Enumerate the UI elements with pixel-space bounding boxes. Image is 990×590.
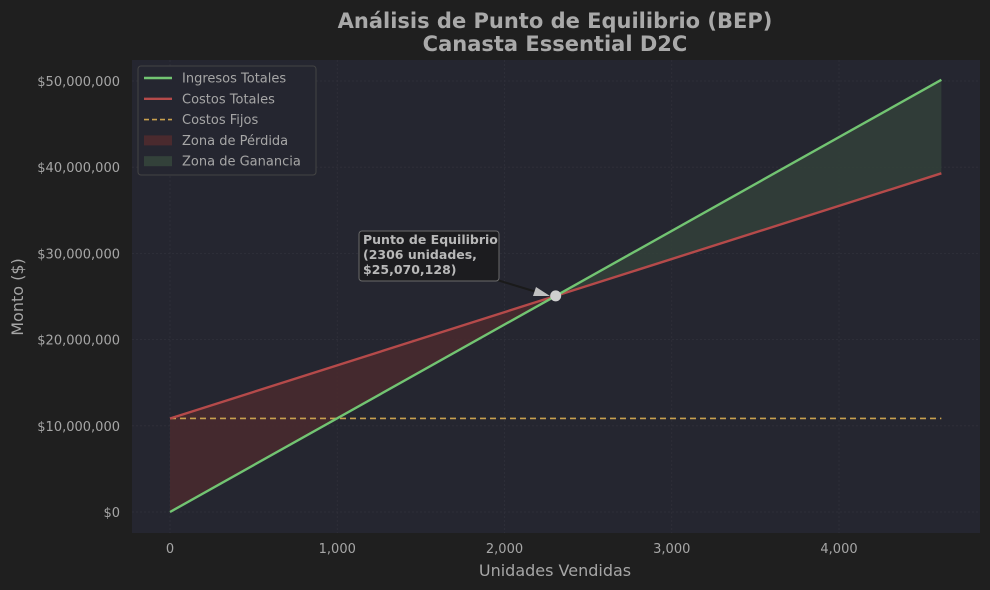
x-axis-ticks: 0 1,000 2,000 3,000 4,000 [166,542,858,557]
x-tick-label: 2,000 [486,542,523,557]
break-even-marker [550,290,562,302]
arrow-head-icon [533,287,550,296]
y-tick-label: $0 [103,506,120,521]
annotation-arrow [496,279,541,294]
annotation-box [358,230,500,282]
annotation-line-2: (2306 unidades, [363,247,477,262]
annotation-line-3: $25,070,128) [363,262,457,277]
legend-label: Zona de Pérdida [182,134,288,149]
legend-patch-icon [144,135,172,146]
x-tick-label: 4,000 [820,542,857,557]
x-tick-label: 0 [166,542,174,557]
x-axis-label: Unidades Vendidas [479,561,631,580]
annotation-line-1: Punto de Equilibrio [363,232,498,247]
break-even-point [550,290,562,302]
y-axis-label: Monto ($) [8,258,27,336]
y-tick-label: $10,000,000 [37,420,120,435]
break-even-annotation: Punto de Equilibrio (2306 unidades, $25,… [358,230,550,296]
legend-label: Costos Fijos [182,113,258,128]
y-tick-label: $40,000,000 [37,161,120,176]
chart-subtitle: Canasta Essential D2C [423,32,688,56]
legend-label: Costos Totales [182,92,275,107]
legend-label: Ingresos Totales [182,72,286,87]
y-tick-label: $30,000,000 [37,247,120,262]
x-tick-label: 1,000 [319,542,356,557]
legend-frame [137,65,317,176]
legend-patch-icon [144,156,172,167]
chart-title: Análisis de Punto de Equilibrio (BEP) [338,9,773,33]
y-axis-ticks: $0 $10,000,000 $20,000,000 $30,000,000 $40,0… [37,75,120,521]
x-tick-label: 3,000 [653,542,690,557]
legend: Ingresos Totales Costos Totales Costos Fij… [137,65,317,176]
y-tick-label: $20,000,000 [37,334,120,349]
legend-label: Zona de Ganancia [182,155,301,170]
y-tick-label: $50,000,000 [37,75,120,90]
